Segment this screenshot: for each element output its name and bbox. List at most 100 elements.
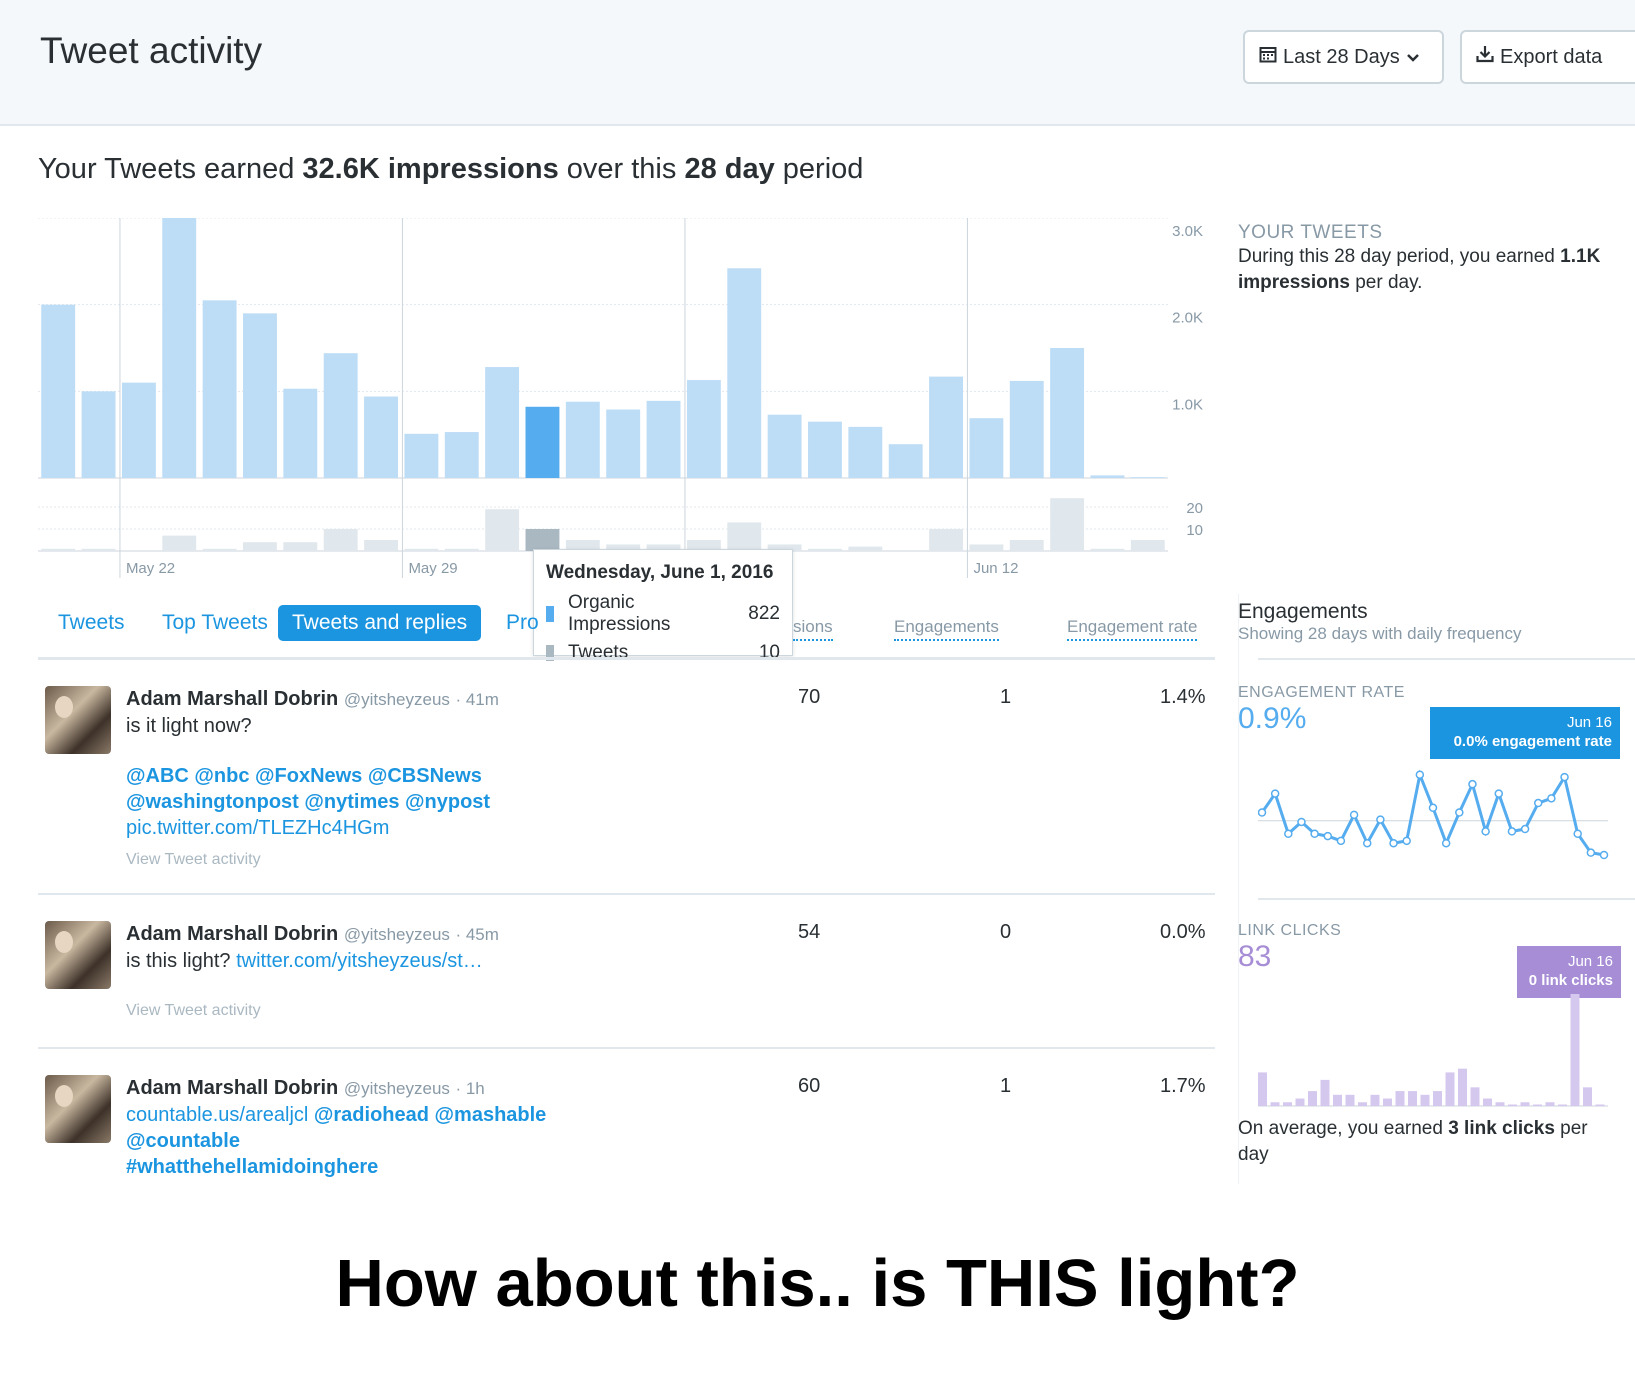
tweet-mentions[interactable]: @radiohead @mashable — [308, 1104, 547, 1126]
engagements-panel: Engagements Showing 28 days with daily f… — [1238, 600, 1635, 644]
tweet-engagements: 1 — [1000, 686, 1012, 708]
impressions-bar — [243, 313, 277, 478]
rate-point — [1376, 815, 1385, 824]
rate-point — [1415, 770, 1425, 779]
tweets-bar — [727, 522, 762, 551]
export-data-button[interactable]: Export data — [1460, 30, 1635, 84]
link-clicks-bar — [1595, 1104, 1605, 1106]
tweet-link[interactable]: countable.us/arealjcl — [126, 1104, 309, 1126]
engagement-rate-title: ENGAGEMENT RATE — [1238, 684, 1405, 701]
column-engagement-rate[interactable]: Engagement rate — [1067, 617, 1198, 641]
view-tweet-activity-link[interactable]: View Tweet activity — [126, 851, 261, 868]
impressions-summary: Your Tweets earned 32.6K impressions ove… — [38, 153, 864, 185]
y-tick-label: 10 — [1186, 522, 1203, 539]
tab-promoted[interactable]: Pro — [506, 611, 539, 634]
link-clicks-bar — [1508, 1104, 1517, 1106]
impressions-bar — [323, 353, 358, 478]
tweets-bar — [243, 542, 277, 551]
impressions-bar — [1050, 348, 1085, 478]
tweet-mentions[interactable]: @washingtonpost @nytimes @nypost — [126, 791, 491, 813]
engagement-rate-badge: Jun 16 0.0% engagement rate — [1430, 707, 1620, 759]
meme-caption: How about this.. is THIS light? — [335, 1246, 1300, 1321]
tweet-author[interactable]: Adam Marshall Dobrin — [126, 688, 339, 710]
impressions-chart: 3.0K 2.0K 1.0K 20 10 May 22 May 29 Jun 12 — [38, 218, 1203, 578]
impressions-bar — [808, 421, 842, 478]
tweets-bar — [323, 529, 358, 551]
your-tweets-title: YOUR TWEETS — [1238, 222, 1383, 243]
tweet-link[interactable]: pic.twitter.com/TLEZHc4HGm — [126, 817, 390, 839]
tweet-tabs: Tweets Top Tweets Tweets and replies Pro — [38, 605, 1215, 657]
tweets-bar — [808, 548, 842, 551]
impressions-bar — [888, 444, 923, 478]
tweets-bar — [1009, 540, 1044, 551]
rate-point — [1323, 831, 1333, 841]
rate-point — [1468, 779, 1477, 789]
date-range-button[interactable]: Last 28 Days — [1243, 30, 1444, 84]
link-clicks-bar — [1370, 1094, 1380, 1106]
row-divider — [38, 893, 1215, 895]
tweet-author[interactable]: Adam Marshall Dobrin — [126, 923, 339, 945]
link-clicks-bar — [1520, 1102, 1530, 1106]
link-clicks-badge: Jun 16 0 link clicks — [1517, 946, 1621, 998]
avatar — [45, 1075, 111, 1143]
impressions-bar — [121, 382, 156, 478]
tweets-bar — [565, 540, 600, 551]
link-clicks-panel: LINK CLICKS 83 — [1238, 922, 1635, 974]
tweet-handle[interactable]: @yitsheyzeus — [343, 1079, 450, 1098]
tweet-handle[interactable]: @yitsheyzeus — [343, 925, 450, 944]
rate-point — [1586, 848, 1596, 857]
tweets-bar — [1050, 498, 1085, 551]
impressions-swatch — [546, 606, 554, 622]
tab-tweets-and-replies[interactable]: Tweets and replies — [278, 605, 482, 641]
rate-point — [1402, 836, 1411, 846]
link-clicks-title: LINK CLICKS — [1238, 922, 1342, 939]
impressions-total: 32.6K impressions — [302, 153, 559, 185]
tweet-impressions: 60 — [798, 1075, 821, 1097]
tabs-divider — [38, 657, 1215, 660]
link-clicks-bar — [1583, 1087, 1592, 1106]
tweet-author[interactable]: Adam Marshall Dobrin — [126, 1077, 339, 1099]
tweet-handle[interactable]: @yitsheyzeus — [343, 690, 450, 709]
tweet-impressions: 54 — [798, 921, 821, 943]
rate-point — [1494, 789, 1504, 798]
impressions-bar — [525, 406, 560, 478]
impressions-bar — [686, 380, 721, 478]
tab-top-tweets[interactable]: Top Tweets — [162, 611, 268, 634]
impressions-bar — [1130, 477, 1165, 478]
link-clicks-bar — [1558, 1104, 1567, 1106]
tweet-engagement-rate: 0.0% — [1160, 921, 1206, 943]
tweet-text: is this light? — [126, 950, 237, 972]
tweets-bar — [81, 548, 116, 551]
rate-point — [1455, 808, 1464, 817]
rate-point — [1481, 827, 1490, 836]
tweet-row[interactable]: Adam Marshall Dobrin @yitsheyzeus · 1h c… — [38, 1075, 1215, 1185]
rate-point — [1507, 827, 1517, 836]
impressions-bar — [1090, 475, 1125, 478]
link-clicks-bar — [1395, 1091, 1405, 1106]
tweet-hashtag[interactable]: #whatthehellamidoinghere — [126, 1156, 379, 1178]
tooltip-row-impressions: Organic Impressions 822 — [546, 592, 780, 636]
column-engagements[interactable]: Engagements — [894, 617, 999, 641]
impressions-bar — [162, 218, 197, 478]
tweets-bar — [444, 548, 479, 551]
tweet-engagement-rate: 1.7% — [1160, 1075, 1206, 1097]
rate-point — [1520, 824, 1530, 834]
tweet-row[interactable]: Adam Marshall Dobrin @yitsheyzeus · 45m … — [38, 921, 1215, 1031]
rate-point — [1297, 817, 1306, 827]
y-tick-label: 20 — [1186, 500, 1203, 517]
view-tweet-activity-link[interactable]: View Tweet activity — [126, 1002, 261, 1019]
rate-point — [1284, 829, 1293, 838]
impressions-bar — [444, 432, 479, 478]
link-clicks-value: 83 — [1238, 940, 1272, 973]
tweet-row[interactable]: Adam Marshall Dobrin @yitsheyzeus · 41m … — [38, 686, 1215, 886]
tweet-mentions[interactable]: @ABC @nbc @FoxNews @CBSNews — [126, 765, 482, 787]
rate-point — [1547, 794, 1556, 803]
column-impressions[interactable]: sions — [793, 617, 833, 641]
tweet-link[interactable]: twitter.com/yitsheyzeus/st… — [236, 950, 483, 972]
tweets-bar — [848, 546, 883, 551]
tweets-bar — [162, 535, 197, 551]
tweet-mentions[interactable]: @countable — [126, 1130, 240, 1152]
tab-tweets[interactable]: Tweets — [58, 611, 125, 634]
x-tick-label: Jun 12 — [973, 560, 1018, 577]
impressions-bar — [485, 367, 520, 478]
